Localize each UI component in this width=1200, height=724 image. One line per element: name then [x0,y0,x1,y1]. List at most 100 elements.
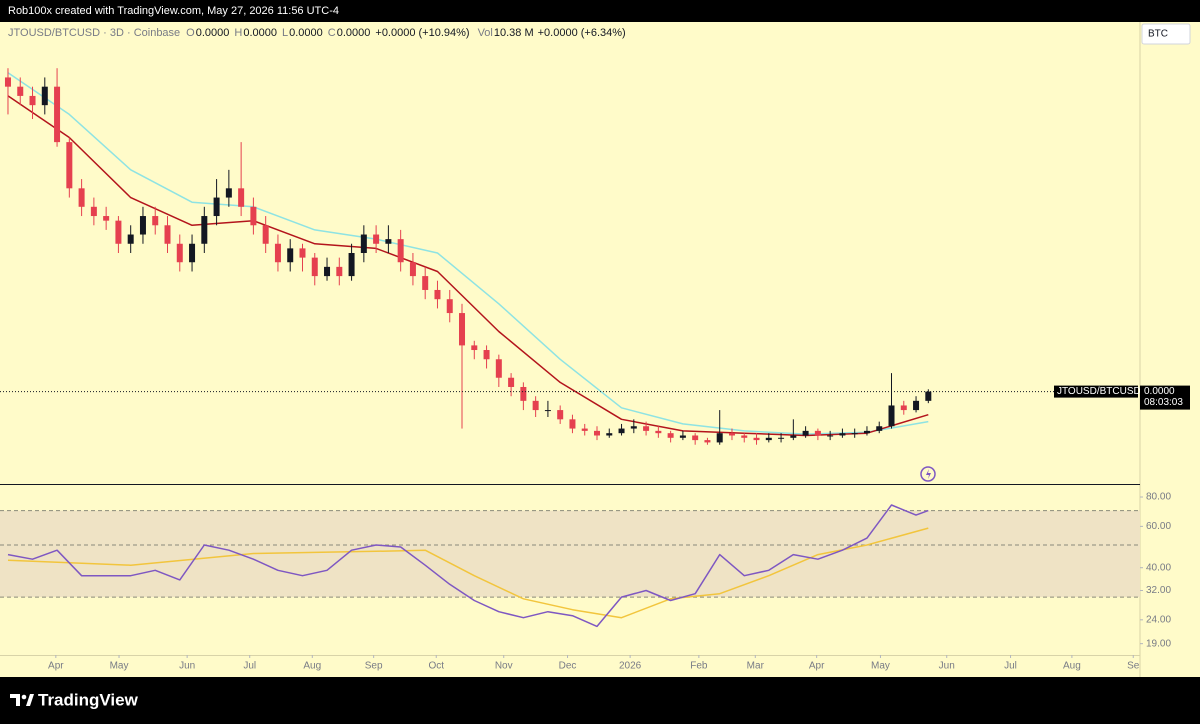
rsi-line [7,527,929,619]
candle-body [459,313,466,346]
candle-body [176,243,183,263]
candle-body [851,433,858,435]
legend-text: 10.38 M [494,27,534,39]
y-tick-label: 60.00 [1146,521,1171,532]
x-tick-label: Sep [365,661,383,672]
alert-icon [920,466,936,482]
legend-text: O [186,27,195,39]
candle-body [409,262,416,277]
x-tick-label: Apr [809,661,825,672]
currency: BTC [1148,29,1168,40]
candle-body [422,276,429,290]
candle-body [900,405,907,411]
brand: TradingView [38,690,139,709]
candle-body [446,299,453,314]
legend-text: +0.0000 (+10.94%) [375,27,469,39]
brand-logo [10,694,34,706]
candle-body [495,359,502,378]
rsi-line [7,504,929,628]
candle-body [667,433,674,438]
y-tick-label: 80.00 [1146,492,1171,503]
candle-body [716,433,723,443]
candle-body [274,243,281,263]
candle-body [569,419,576,429]
candle-body [728,433,735,436]
footer-bar [0,677,1200,724]
x-tick-label: Apr [48,661,64,672]
candle-body [630,426,637,429]
candle-body [397,239,404,263]
candle-body [471,345,478,351]
x-tick-label: Jul [243,661,256,672]
legend-text: C [328,27,336,39]
last-symbol: JTOUSD/BTCUSD [1057,386,1141,397]
candle-body [311,257,318,277]
x-tick-label: 2026 [619,661,642,672]
moving-average-line [7,95,929,437]
candle-body [593,430,600,436]
candle-body [839,433,846,436]
x-tick-label: Jun [939,661,955,672]
top-bar [0,0,1200,22]
candle-body [299,248,306,258]
candle-body [127,234,134,244]
legend-text: 0.0000 [243,27,277,39]
candle-body [66,142,73,189]
candle-body [790,435,797,438]
x-tick-label: Se [1127,661,1140,672]
price-box [1140,385,1190,410]
candle-body [520,386,527,401]
rsi-band [0,510,1140,598]
moving-average-line [7,72,929,435]
candle-body [692,435,699,441]
candle-body [704,440,711,443]
candle-body [54,86,61,143]
candle-body [348,253,355,277]
candle-body [814,430,821,436]
credit: Rob100x created with TradingView.com, Ma… [8,5,339,17]
symbol-box [1054,385,1138,398]
legend-text: JTOUSD/BTCUSD · 3D · Coinbase [8,27,180,39]
currency-box [1141,23,1191,45]
legend-text: 0.0000 [337,27,371,39]
x-tick-label: Dec [559,661,577,672]
candle-body [4,77,11,87]
x-tick-label: Aug [303,661,321,672]
y-tick-label: 40.00 [1146,562,1171,573]
candle-body [913,400,920,411]
y-tick-label: 24.00 [1146,614,1171,625]
candle-body [324,266,331,277]
candle-body [876,426,883,431]
candle-body [863,430,870,434]
candle-body [778,437,785,439]
candle-body [139,216,146,235]
candle-body [753,437,760,441]
candle-body [360,234,367,253]
candle-body [827,435,834,437]
candle-body [29,95,36,106]
candle-body [213,197,220,217]
candle-body [618,428,625,434]
candle-body [925,391,932,401]
candle-body [152,216,159,226]
x-tick-label: Feb [690,661,708,672]
candle-body [90,206,97,217]
candle-body [189,243,196,263]
candle-body [103,216,110,221]
candle-body [532,400,539,411]
candle-body [115,220,122,244]
candle-body [287,248,294,263]
legend-text: 0.0000 [289,27,323,39]
candle-body [434,289,441,300]
candle-body [741,435,748,438]
candle-body [606,433,613,436]
x-tick-label: Jul [1004,661,1017,672]
candle-body [17,86,24,96]
x-tick-label: Mar [747,661,765,672]
candle-body [802,430,809,436]
candle-body [483,350,490,360]
legend-text: L [282,27,288,39]
